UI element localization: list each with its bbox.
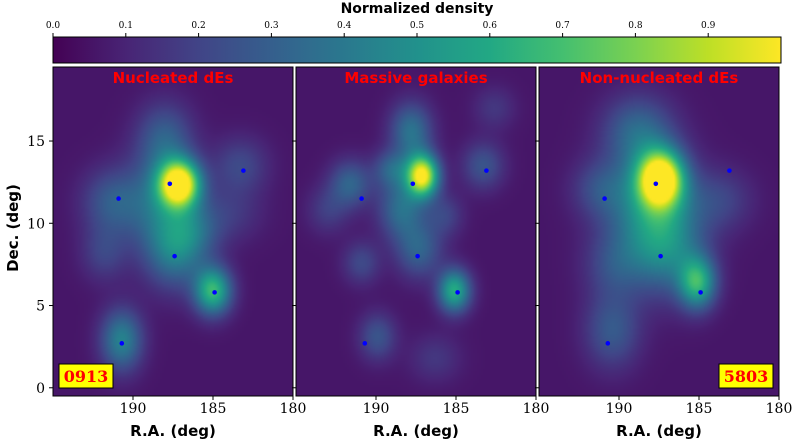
colorbar: Normalized density 0.0 0.1 0.2 0.3 0.4 0.5 0.6… [46,1,782,64]
panel-1: Nucleated dEs 0913 190 185 180 R.A. (deg) 0 5 10… [27,66,307,440]
count-label: 0913 [64,367,109,386]
count-box [58,363,114,389]
y-tick-label: 5 [36,299,45,315]
x-tick-label: 185 [200,401,227,417]
reference-point [116,196,121,201]
panel-title: Massive galaxies [344,69,487,87]
reference-point [241,168,246,173]
x-tick-label: 185 [443,401,470,417]
count-box [718,363,774,389]
density-map [53,67,293,396]
y-axis-label: Dec. (deg) [4,184,22,272]
colorbar-tick-label: 0.0 [46,21,61,31]
colorbar-tick-label: 0.2 [191,21,205,31]
x-tick-label: 190 [363,401,390,417]
x-axis-label: R.A. (deg) [373,422,459,440]
panel-title: Non-nucleated dEs [580,69,739,87]
reference-point [653,181,659,187]
x-tick-label: 180 [523,401,550,417]
colorbar-tick-label: 0.7 [555,21,570,31]
colorbar-tick-label: 0.4 [337,21,352,31]
reference-point [167,181,173,187]
y-tick-label: 0 [36,381,45,397]
colorbar-tick-label: 0.5 [410,21,425,31]
colorbar-tick-label: 0.3 [264,21,279,31]
reference-point [415,253,420,259]
reference-point [212,290,217,295]
y-tick-label: 10 [27,216,45,232]
x-axis-label: R.A. (deg) [616,422,702,440]
x-tick-label: 180 [766,401,793,417]
colorbar-label: Normalized density [341,1,494,17]
colorbar-ticks: 0.0 0.1 0.2 0.3 0.4 0.5 0.6 0.7 0.8 0.9 [46,21,716,37]
reference-point [119,341,125,346]
reference-point [455,290,460,295]
colorbar-gradient [53,37,781,63]
reference-point [605,341,611,346]
density-map [296,67,536,396]
reference-point [172,253,177,259]
colorbar-tick-label: 0.6 [483,21,498,31]
x-tick-label: 190 [606,401,633,417]
colorbar-frame [52,36,782,64]
count-label: 5803 [724,367,769,386]
x-axis-label: R.A. (deg) [130,422,216,440]
panel-frame [538,66,780,397]
y-tick-label: 15 [27,134,45,150]
panel-title: Nucleated dEs [113,69,234,87]
x-tick-label: 185 [686,401,713,417]
density-map [539,67,779,396]
panel-frame [52,66,294,397]
reference-point [698,290,703,295]
reference-point [602,196,607,201]
reference-point [362,341,368,346]
panel-3: Non-nucleated dEs 5803 190 185 180 R.A. (deg) [535,66,793,440]
reference-point [359,196,364,201]
reference-point [727,168,732,173]
reference-point [484,168,489,173]
panel-2: Massive galaxies 190 185 180 R.A. (deg) [292,66,550,440]
panels: Nucleated dEs 0913 190 185 180 R.A. (deg) 0 5 10… [27,66,793,440]
panel-frame [295,66,537,397]
x-tick-label: 180 [280,401,307,417]
colorbar-tick-label: 0.1 [119,21,133,31]
reference-point [658,253,663,259]
x-tick-label: 190 [120,401,147,417]
colorbar-tick-label: 0.8 [628,21,643,31]
colorbar-tick-label: 0.9 [701,21,716,31]
reference-point [410,181,416,187]
